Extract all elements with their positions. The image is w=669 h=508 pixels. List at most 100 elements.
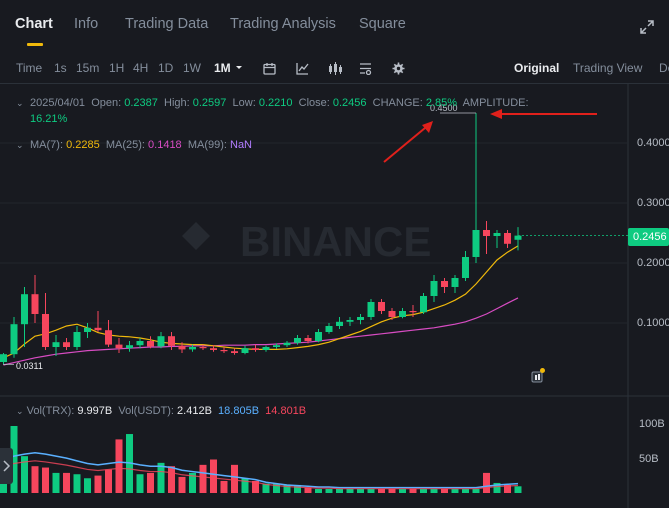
volume-chevron-icon[interactable]: ⌄ <box>16 406 24 416</box>
candle-body <box>84 327 91 332</box>
candle-type-icon[interactable] <box>328 62 343 75</box>
candle-body <box>378 302 385 311</box>
candle-body <box>241 348 249 353</box>
volume-bar <box>199 464 207 493</box>
ma7-value: 0.2285 <box>66 139 100 151</box>
volume-ma2-line <box>3 460 519 490</box>
indicator-icon[interactable] <box>296 62 309 75</box>
candle-body <box>94 327 102 331</box>
interval-1m[interactable]: 1M <box>214 61 231 75</box>
candle-body <box>199 347 207 349</box>
interval-1s[interactable]: 1s <box>54 61 67 75</box>
volume-bar <box>252 480 259 493</box>
volume-bar <box>504 484 511 493</box>
price-alert-icon[interactable] <box>531 368 545 384</box>
volume-bar <box>399 488 406 493</box>
candle-body <box>420 296 427 313</box>
volume-bar <box>262 483 270 493</box>
candle-body <box>367 302 375 317</box>
calendar-icon[interactable] <box>263 62 276 75</box>
low-value: 0.2210 <box>258 97 293 109</box>
volume-bar <box>178 476 186 493</box>
volume-bar <box>273 483 280 493</box>
collapse-chevron-icon[interactable]: ⌄ <box>16 98 24 108</box>
tab-trading-data[interactable]: Trading Data <box>125 16 209 32</box>
ma-collapse-chevron-icon[interactable]: ⌄ <box>16 140 24 150</box>
active-tab-indicator <box>27 43 43 46</box>
volume-bar <box>514 486 522 493</box>
volume-tick-0: 100B <box>639 418 665 430</box>
view-depth[interactable]: De <box>659 61 669 75</box>
ma99-label: MA(99): <box>187 139 227 151</box>
volume-bar <box>21 456 28 493</box>
volume-bar <box>462 488 469 493</box>
chart-settings-icon[interactable] <box>359 62 372 75</box>
candle-body <box>462 257 469 278</box>
volume-bar <box>10 426 18 493</box>
candle-body <box>262 347 270 350</box>
volume-bar <box>493 482 501 493</box>
volume-bar <box>147 472 154 493</box>
volume-bar <box>451 488 459 493</box>
volume-ma-line <box>3 452 519 489</box>
interval-1d[interactable]: 1D <box>158 61 174 75</box>
candle-body <box>42 314 49 347</box>
volume-bar <box>357 488 364 493</box>
interval-1h[interactable]: 1H <box>109 61 125 75</box>
volume-bar <box>315 488 322 493</box>
expand-icon[interactable] <box>640 20 654 34</box>
chevron-down-icon[interactable] <box>235 64 243 72</box>
candle-body <box>178 345 186 350</box>
candle-body <box>273 345 280 347</box>
tab-info[interactable]: Info <box>74 16 99 32</box>
gear-icon[interactable] <box>392 62 405 75</box>
open-value: 0.2387 <box>124 97 158 109</box>
close-label: Close: <box>298 97 330 109</box>
candle-body <box>115 344 123 349</box>
tab-square[interactable]: Square <box>359 16 406 32</box>
tab-chart[interactable]: Chart <box>15 16 53 32</box>
volume-bar <box>241 478 249 493</box>
candle-body <box>451 278 459 287</box>
candle-body <box>168 336 175 346</box>
volume-bar <box>52 472 60 493</box>
volume-tick-1: 50B <box>639 453 659 465</box>
volume-bar <box>378 488 385 493</box>
view-trading-view[interactable]: Trading View <box>573 61 643 75</box>
low-marker-label: 0.0311 <box>16 361 43 371</box>
candle-body <box>304 338 312 341</box>
candle-body <box>388 311 396 317</box>
volume-bar <box>294 484 301 493</box>
interval-1w[interactable]: 1W <box>183 61 201 75</box>
interval-4h[interactable]: 4H <box>133 61 149 75</box>
volume-bar <box>231 464 238 493</box>
volume-bar <box>31 466 39 493</box>
tab-trading-analysis[interactable]: Trading Analysis <box>230 16 336 32</box>
volume-bar <box>115 439 123 493</box>
volume-bar <box>430 488 438 493</box>
high-label: High: <box>164 97 190 109</box>
interval-15m[interactable]: 15m <box>76 61 100 75</box>
interval-time[interactable]: Time <box>16 61 43 75</box>
ma25-value: 0.1418 <box>148 139 182 151</box>
candle-body <box>231 351 238 353</box>
volume-bar <box>136 474 144 493</box>
price-tick-0: 0.4000 <box>637 137 669 149</box>
candle-body <box>409 311 417 313</box>
volume-bar <box>210 459 217 493</box>
volume-bar <box>157 462 165 493</box>
candle-body <box>336 321 343 326</box>
volume-bar <box>73 474 81 493</box>
candle-body <box>210 348 217 350</box>
volume-bar <box>84 478 91 493</box>
candle-body <box>10 324 18 355</box>
candle-body <box>189 347 196 350</box>
view-original[interactable]: Original <box>514 61 560 75</box>
candle-body <box>399 311 406 317</box>
volume-bar <box>283 484 291 493</box>
vol-ma2-value: 14.801B <box>265 405 307 417</box>
volume-bar <box>325 488 333 493</box>
panel-collapse-handle[interactable] <box>0 448 13 484</box>
chevron-right-icon <box>3 460 11 472</box>
open-label: Open: <box>91 97 122 109</box>
